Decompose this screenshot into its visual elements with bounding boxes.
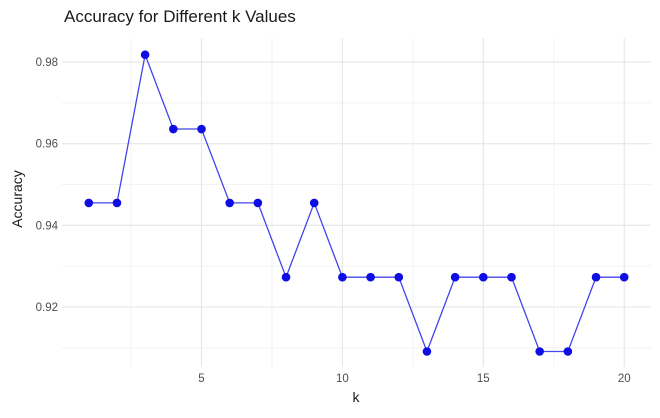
data-point-k-16 <box>507 272 516 282</box>
x-tick-label-10: 10 <box>336 373 349 385</box>
data-point-k-6 <box>225 198 234 208</box>
data-point-k-7 <box>253 198 263 208</box>
y-tick-label-0.98: 0.98 <box>36 57 58 69</box>
data-point-k-9 <box>309 198 319 208</box>
data-point-k-5 <box>197 124 206 134</box>
y-tick-label-0.96: 0.96 <box>36 139 58 151</box>
x-axis-title: k <box>352 389 360 405</box>
data-point-k-15 <box>479 272 488 282</box>
x-tick-label-20: 20 <box>618 373 631 385</box>
y-tick-label-0.94: 0.94 <box>36 220 59 232</box>
data-point-k-1 <box>84 198 94 208</box>
data-point-k-3 <box>140 50 150 60</box>
y-tick-label-0.92: 0.92 <box>36 302 58 314</box>
data-point-k-11 <box>366 272 375 282</box>
data-point-k-20 <box>619 272 629 282</box>
y-axis-tick-labels: 0.92 0.94 0.96 0.98 <box>36 57 59 314</box>
major-gridlines <box>62 38 651 367</box>
data-point-k-10 <box>338 272 347 282</box>
x-tick-label-15: 15 <box>477 373 490 385</box>
data-point-k-19 <box>591 272 601 282</box>
chart-title: Accuracy for Different k Values <box>64 7 296 26</box>
data-point-k-17 <box>535 347 544 356</box>
accuracy-line-series <box>88 52 625 354</box>
x-axis-tick-labels: 5 10 15 20 <box>198 373 630 385</box>
data-point-k-4 <box>169 124 178 134</box>
data-point-k-8 <box>281 272 291 282</box>
data-point-k-2 <box>112 198 122 208</box>
accuracy-data-points <box>84 50 629 356</box>
minor-gridlines <box>62 38 651 367</box>
x-tick-label-5: 5 <box>198 373 204 385</box>
data-point-k-13 <box>422 347 432 356</box>
data-point-k-18 <box>563 347 573 356</box>
data-point-k-12 <box>394 272 404 282</box>
data-point-k-14 <box>450 272 460 282</box>
